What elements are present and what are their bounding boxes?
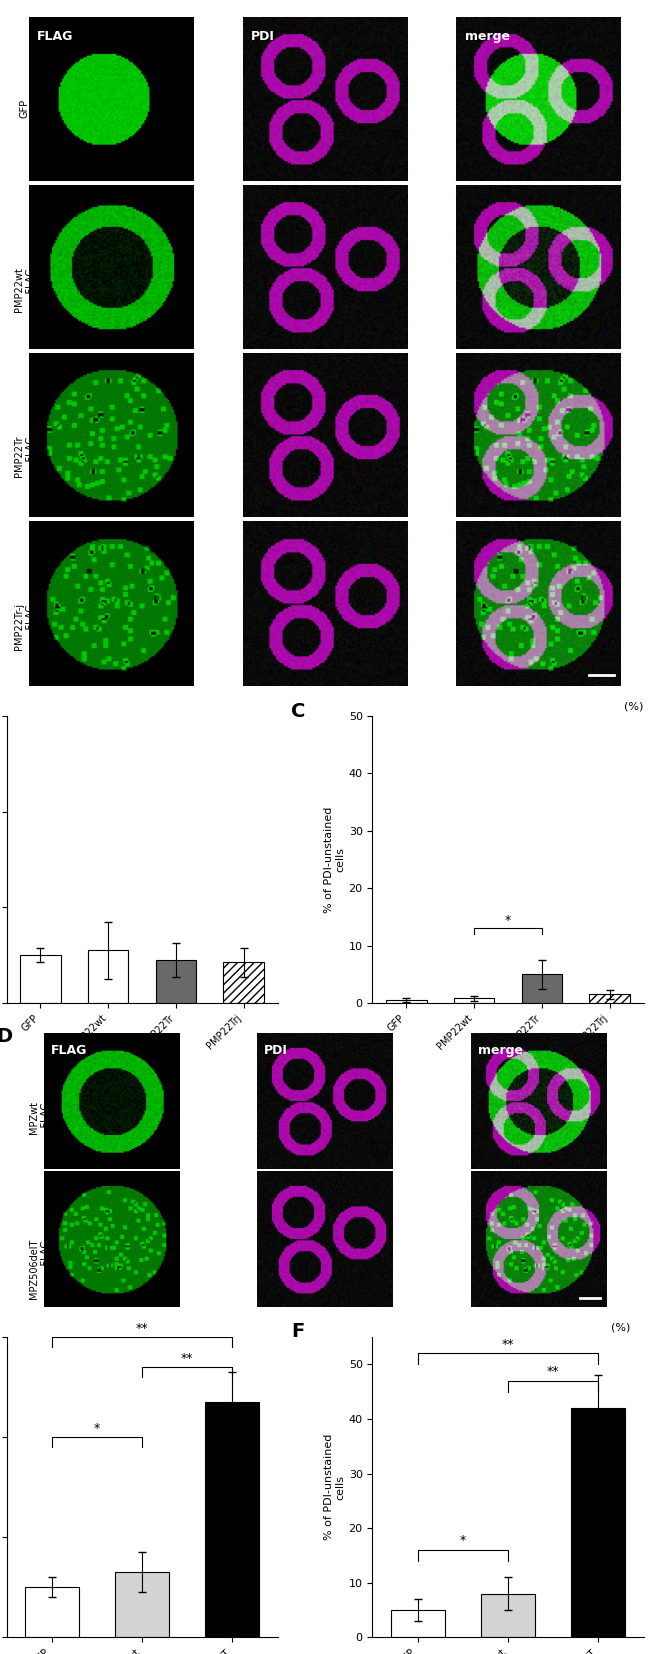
Text: PDI: PDI	[242, 3, 266, 17]
Text: **: **	[547, 1365, 560, 1378]
Text: D: D	[0, 1027, 12, 1045]
Text: PDI: PDI	[251, 30, 275, 43]
Text: PDI: PDI	[264, 1044, 288, 1057]
Bar	[155, 959, 196, 1002]
Y-axis label: PMP22Tr-j
-FLAG: PMP22Tr-j -FLAG	[14, 604, 36, 650]
Text: **: **	[502, 1338, 514, 1351]
Bar	[224, 963, 264, 1002]
Bar	[590, 994, 630, 1002]
Text: F: F	[291, 1322, 304, 1341]
Y-axis label: % of PDI-unstained
cells: % of PDI-unstained cells	[324, 1434, 346, 1540]
Bar	[88, 951, 129, 1002]
Text: merge: merge	[478, 1044, 523, 1057]
Y-axis label: GFP: GFP	[20, 99, 30, 117]
Text: **: **	[181, 1351, 194, 1365]
Bar	[521, 974, 562, 1002]
Bar	[481, 1594, 535, 1637]
Bar	[205, 1403, 259, 1637]
Text: FLAG: FLAG	[37, 30, 73, 43]
Y-axis label: MPZwt
-FLAG: MPZwt -FLAG	[29, 1102, 50, 1135]
Bar	[115, 1573, 169, 1637]
Y-axis label: MPZ506delT
-FLAG: MPZ506delT -FLAG	[29, 1239, 50, 1300]
Bar	[20, 954, 60, 1002]
Bar	[25, 1588, 79, 1637]
Bar	[571, 1408, 625, 1637]
Bar	[391, 1609, 445, 1637]
Text: **: **	[136, 1322, 148, 1335]
Text: (%): (%)	[610, 1322, 630, 1331]
Text: merge: merge	[456, 3, 501, 17]
Text: (%): (%)	[624, 701, 644, 711]
Text: FLAG: FLAG	[51, 1044, 87, 1057]
Text: FLAG: FLAG	[29, 3, 65, 17]
Bar	[386, 1001, 426, 1002]
Text: *: *	[505, 913, 511, 926]
Bar	[454, 999, 495, 1002]
Text: C: C	[291, 701, 305, 721]
Y-axis label: PMP22wt
-FLAG: PMP22wt -FLAG	[14, 266, 36, 313]
Text: *: *	[460, 1535, 466, 1548]
Text: *: *	[94, 1422, 100, 1434]
Text: merge: merge	[465, 30, 510, 43]
Y-axis label: PMP22Tr
-FLAG: PMP22Tr -FLAG	[14, 435, 36, 476]
Y-axis label: % of PDI-unstained
cells: % of PDI-unstained cells	[324, 805, 346, 913]
